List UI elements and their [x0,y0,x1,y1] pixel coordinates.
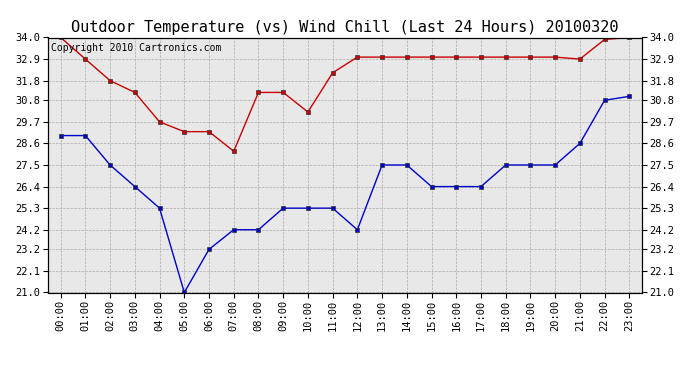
Text: Copyright 2010 Cartronics.com: Copyright 2010 Cartronics.com [51,43,221,52]
Title: Outdoor Temperature (vs) Wind Chill (Last 24 Hours) 20100320: Outdoor Temperature (vs) Wind Chill (Las… [71,20,619,35]
